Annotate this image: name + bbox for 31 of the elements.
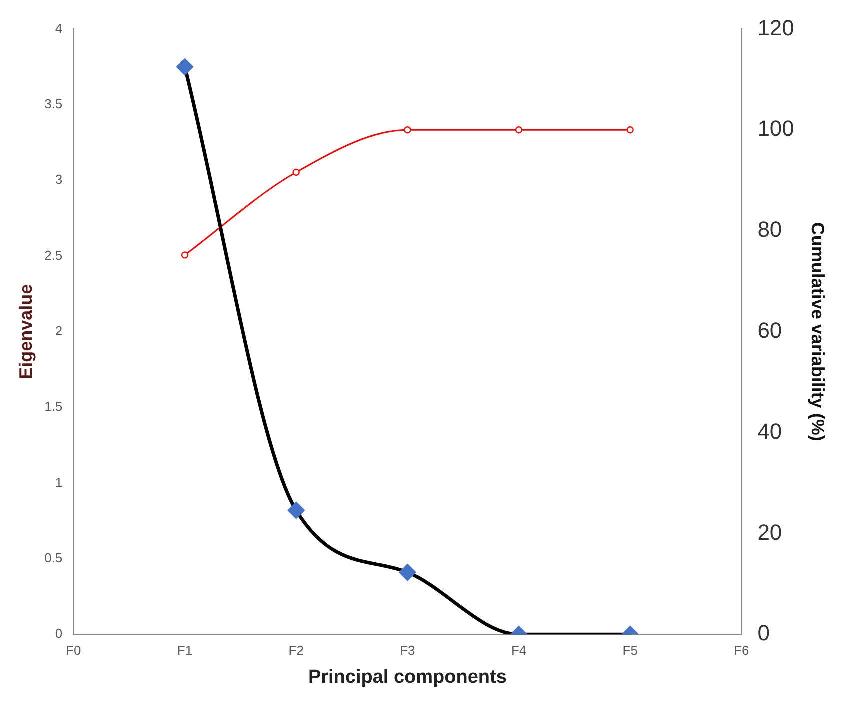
y-tick-label: 3.5 <box>44 96 63 112</box>
x-axis-title: Principal components <box>308 666 507 688</box>
y2-tick-label: 60 <box>758 318 782 343</box>
y2-tick-label: 0 <box>758 620 770 646</box>
y-tick-label: 3 <box>55 172 63 188</box>
y-tick-label: 1 <box>55 474 63 490</box>
y-tick-label: 0.5 <box>44 550 63 566</box>
x-tick-label: F0 <box>66 642 82 658</box>
x-tick-label: F1 <box>177 642 193 658</box>
x-tick-label: F6 <box>734 642 750 658</box>
y2-tick-label: 20 <box>758 520 782 545</box>
y-tick-label: 0 <box>55 626 63 642</box>
y-tick-label: 2 <box>55 323 63 338</box>
y2-tick-label: 40 <box>758 418 782 444</box>
point <box>181 252 189 259</box>
y-tick-label: 1.5 <box>44 399 63 414</box>
y-axis-title: Eigenvalue <box>16 284 36 380</box>
y-tick-label: 2.5 <box>44 248 63 263</box>
y-tick-label: 4 <box>55 20 63 36</box>
x-tick-label: F3 <box>400 642 416 658</box>
x-tick-label: F5 <box>622 642 638 658</box>
y2-tick-label: 80 <box>758 217 782 242</box>
y2-axis-title: Cumulative variability (%) <box>808 222 828 442</box>
point <box>292 168 300 176</box>
point <box>626 126 634 134</box>
x-tick-label: F2 <box>288 642 304 658</box>
point <box>515 126 523 134</box>
y2-tick-label: 100 <box>758 116 794 142</box>
x-tick-label: F4 <box>511 642 527 658</box>
point <box>404 126 412 134</box>
y2-tick-label: 120 <box>758 15 794 40</box>
